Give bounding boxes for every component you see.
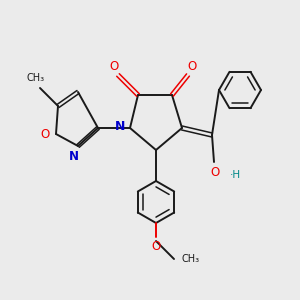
Text: CH₃: CH₃: [27, 73, 45, 83]
Text: CH₃: CH₃: [182, 254, 200, 264]
Text: O: O: [110, 59, 118, 73]
Text: O: O: [188, 59, 196, 73]
Text: O: O: [40, 128, 50, 140]
Text: O: O: [210, 167, 220, 179]
Text: N: N: [69, 151, 79, 164]
Text: ·H: ·H: [230, 170, 241, 180]
Text: N: N: [115, 121, 125, 134]
Text: O: O: [152, 239, 160, 253]
